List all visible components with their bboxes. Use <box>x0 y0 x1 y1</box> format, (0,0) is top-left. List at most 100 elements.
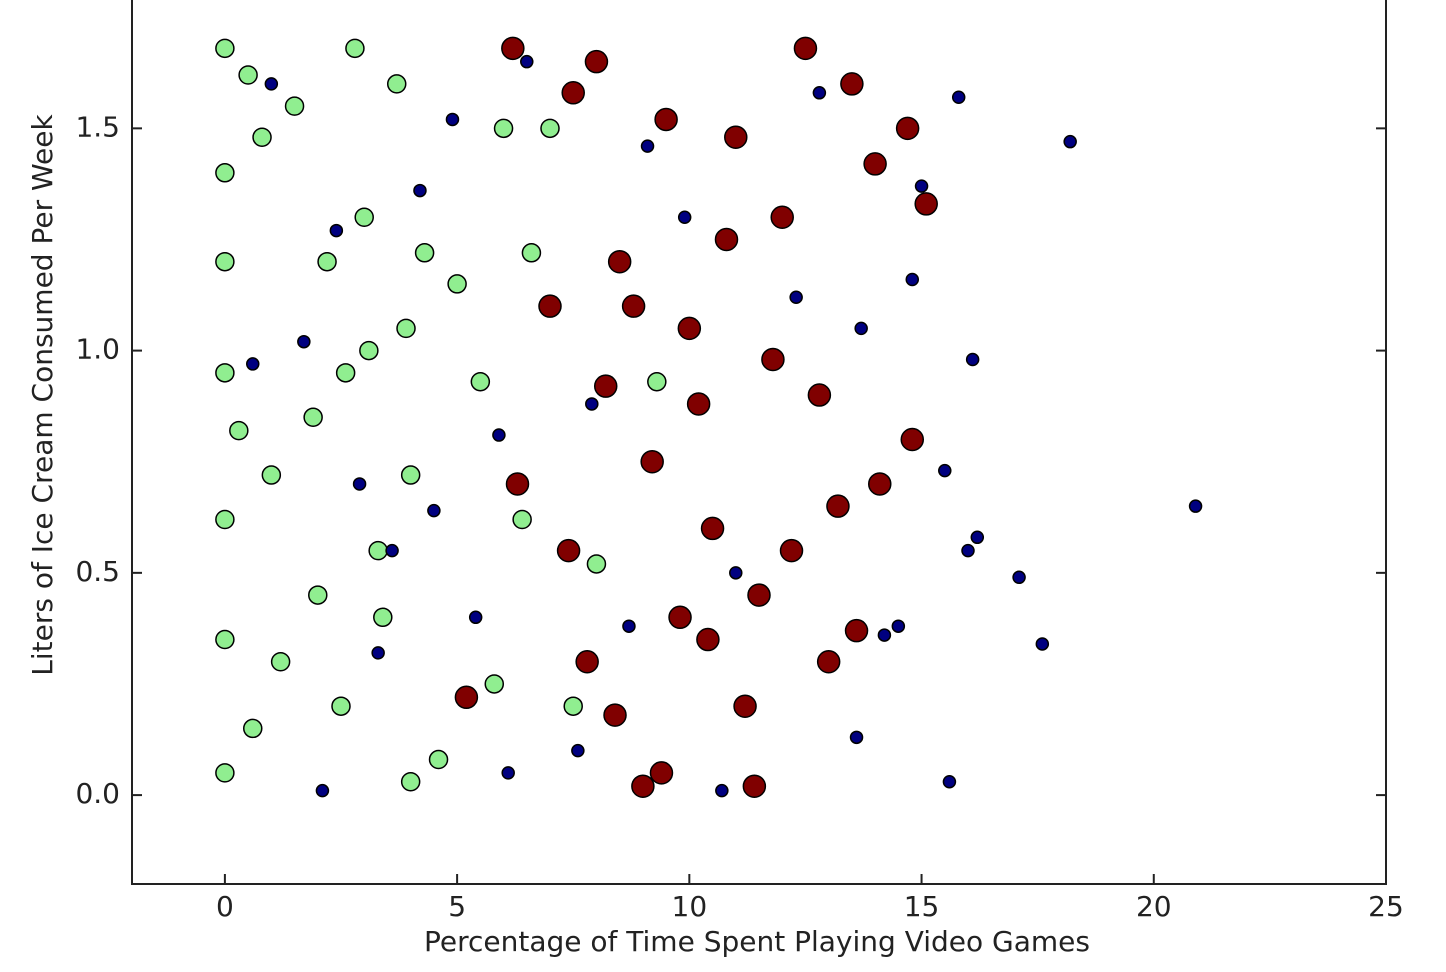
point <box>246 357 260 371</box>
point <box>261 465 282 485</box>
point <box>229 420 249 441</box>
point <box>354 207 374 227</box>
point <box>575 650 599 674</box>
point <box>445 112 460 127</box>
point <box>470 371 491 392</box>
point <box>215 509 235 530</box>
point <box>586 554 607 574</box>
plot-frame <box>131 0 1387 885</box>
point <box>400 772 421 792</box>
point <box>668 605 692 630</box>
point <box>621 294 646 318</box>
point <box>686 392 711 416</box>
point <box>714 227 739 252</box>
point <box>373 607 393 628</box>
point <box>468 610 483 625</box>
point <box>965 352 980 367</box>
point <box>303 407 323 428</box>
point <box>649 761 674 785</box>
point <box>484 674 505 694</box>
point <box>877 628 892 642</box>
point <box>961 543 975 558</box>
point <box>585 397 599 411</box>
point <box>761 347 785 372</box>
point <box>297 334 311 349</box>
point <box>1188 499 1203 513</box>
point <box>243 718 263 739</box>
point <box>264 77 279 91</box>
point <box>700 516 725 541</box>
point <box>826 494 850 518</box>
point <box>563 696 583 716</box>
point <box>640 449 664 474</box>
point <box>215 251 235 272</box>
point <box>308 585 328 605</box>
point <box>807 383 832 407</box>
point <box>970 530 985 545</box>
point <box>368 540 388 561</box>
point <box>647 371 667 392</box>
point <box>593 374 618 398</box>
point <box>770 205 794 229</box>
point <box>215 363 235 383</box>
point <box>414 243 435 263</box>
point <box>729 566 743 580</box>
point <box>603 703 627 727</box>
point <box>359 340 379 361</box>
point <box>816 650 841 674</box>
x-tick-label: 25 <box>1368 890 1404 923</box>
point <box>428 749 449 770</box>
y-axis-label: Liters of Ice Cream Consumed Per Week <box>26 113 59 675</box>
point <box>840 72 864 96</box>
point <box>512 509 532 530</box>
point <box>315 783 330 798</box>
point <box>352 477 367 491</box>
point <box>891 619 906 633</box>
point <box>863 152 887 176</box>
x-tick-label: 5 <box>448 890 466 923</box>
x-tick-label: 20 <box>1136 890 1172 923</box>
point <box>914 179 929 193</box>
point <box>789 290 803 305</box>
point <box>571 743 585 758</box>
point <box>396 318 416 339</box>
point <box>561 81 585 105</box>
point <box>521 243 542 263</box>
point <box>742 774 767 798</box>
point <box>371 646 385 660</box>
point <box>556 538 581 563</box>
point <box>914 192 938 216</box>
point <box>413 183 427 198</box>
point <box>905 272 920 287</box>
point <box>1063 134 1077 149</box>
point <box>654 107 678 132</box>
point <box>252 127 272 147</box>
point <box>427 503 441 518</box>
point <box>895 116 920 141</box>
point <box>447 274 467 294</box>
point <box>631 774 655 798</box>
point <box>501 766 515 780</box>
point <box>493 118 514 139</box>
point <box>942 775 957 789</box>
point <box>622 619 636 633</box>
point <box>854 321 868 336</box>
y-tick-label: 1.0 <box>75 333 120 366</box>
point <box>386 74 407 94</box>
point <box>849 730 864 745</box>
point <box>793 36 818 61</box>
point <box>400 465 421 485</box>
point <box>385 543 399 558</box>
point <box>868 472 892 496</box>
point <box>607 249 632 274</box>
point <box>492 428 506 442</box>
point <box>951 90 966 104</box>
point <box>900 427 925 452</box>
point <box>938 463 952 478</box>
point <box>696 627 720 652</box>
point <box>812 86 827 100</box>
point <box>677 316 702 341</box>
point <box>215 629 235 650</box>
point <box>215 38 235 59</box>
point <box>520 54 534 69</box>
